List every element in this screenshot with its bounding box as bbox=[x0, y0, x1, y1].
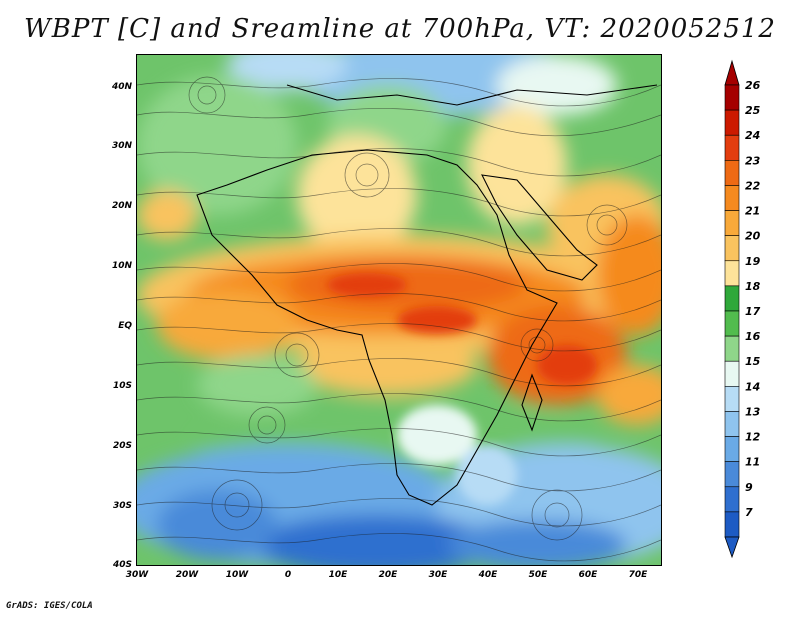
colorbar-label: 21 bbox=[745, 205, 760, 218]
colorbar-label: 17 bbox=[745, 305, 761, 318]
lon-label: 0 bbox=[285, 570, 291, 580]
colorbar-swatch bbox=[724, 386, 740, 412]
colorbar-swatch bbox=[724, 160, 740, 186]
lat-label: 40S bbox=[112, 560, 132, 570]
colorbar-label: 22 bbox=[745, 179, 761, 192]
lon-label: 30W bbox=[126, 570, 150, 580]
lat-label: 10S bbox=[113, 381, 132, 391]
colorbar-swatch bbox=[724, 210, 740, 236]
lat-label: 40N bbox=[111, 82, 133, 92]
lon-label: 70E bbox=[629, 570, 649, 580]
map-panel[interactable] bbox=[136, 54, 662, 566]
colorbar-bottom-arrow bbox=[724, 536, 740, 559]
colorbar-label: 24 bbox=[745, 129, 760, 142]
lon-label: 10E bbox=[329, 570, 349, 580]
colorbar-swatch bbox=[724, 511, 740, 538]
color-fill-layer bbox=[137, 55, 661, 565]
lon-label: 50E bbox=[529, 570, 549, 580]
colorbar-label: 19 bbox=[745, 255, 761, 268]
lon-label: 30E bbox=[429, 570, 449, 580]
lon-label: 60E bbox=[579, 570, 599, 580]
colorbar-label: 7 bbox=[745, 506, 753, 519]
lon-label: 20E bbox=[379, 570, 399, 580]
lat-label: 20S bbox=[113, 441, 132, 451]
lat-label: 10N bbox=[112, 261, 133, 271]
colorbar-swatch bbox=[724, 360, 740, 387]
colorbar-swatch bbox=[724, 260, 740, 287]
colorbar-swatch bbox=[724, 310, 740, 337]
colorbar-label: 26 bbox=[745, 79, 761, 92]
wbpt-field bbox=[137, 55, 661, 565]
colorbar-label: 20 bbox=[745, 230, 761, 243]
colorbar-label: 14 bbox=[745, 380, 760, 393]
lon-label: 40E bbox=[478, 570, 499, 580]
lat-label: EQ bbox=[118, 321, 132, 331]
colorbar-label: 12 bbox=[745, 431, 761, 444]
colorbar-top-arrow bbox=[724, 59, 740, 86]
colorbar-label: 9 bbox=[745, 481, 753, 494]
colorbar-swatch bbox=[724, 285, 740, 312]
colorbar: 26 25 24 23 22 21 20 19 18 17 16 15 14 13 12 11 9 7 bbox=[724, 59, 761, 559]
streamlines bbox=[137, 76, 661, 562]
grads-credit: GrADS: IGES/COLA bbox=[6, 601, 93, 611]
lat-label: 30N bbox=[112, 141, 133, 151]
colorbar-label: 23 bbox=[745, 154, 761, 167]
colorbar-swatch bbox=[724, 335, 740, 362]
lon-axis: 30W 20W 10W 0 10E 20E 30E 40E 50E 60E 70… bbox=[126, 570, 648, 580]
lat-axis: 40N 30N 20N 10N EQ 10S 20S 30S 40S bbox=[111, 82, 133, 570]
colorbar-label: 18 bbox=[745, 280, 761, 293]
colorbar-label: 15 bbox=[745, 355, 761, 368]
lon-label: 20W bbox=[176, 570, 200, 580]
colorbar-label: 13 bbox=[745, 405, 761, 418]
map-title: WBPT [C] and Sreamline at 700hPa, VT: 20… bbox=[24, 14, 776, 44]
lat-label: 20N bbox=[112, 201, 133, 211]
colorbar-swatch bbox=[724, 109, 740, 136]
colorbar-label: 11 bbox=[745, 456, 760, 469]
color-detail-layer bbox=[327, 273, 597, 505]
colorbar-swatch bbox=[724, 436, 740, 462]
lat-label: 30S bbox=[113, 501, 132, 511]
lon-label: 10W bbox=[226, 570, 250, 580]
coastlines bbox=[196, 84, 658, 506]
colorbar-swatch bbox=[724, 411, 740, 437]
colorbar-swatch bbox=[724, 235, 740, 262]
colorbar-swatch bbox=[724, 185, 740, 211]
colorbar-label: 16 bbox=[745, 330, 761, 343]
colorbar-swatch bbox=[724, 84, 740, 111]
colorbar-swatch bbox=[724, 461, 740, 488]
colorbar-swatch bbox=[724, 134, 740, 161]
colorbar-label: 25 bbox=[745, 104, 761, 117]
colorbar-swatch bbox=[724, 486, 740, 513]
